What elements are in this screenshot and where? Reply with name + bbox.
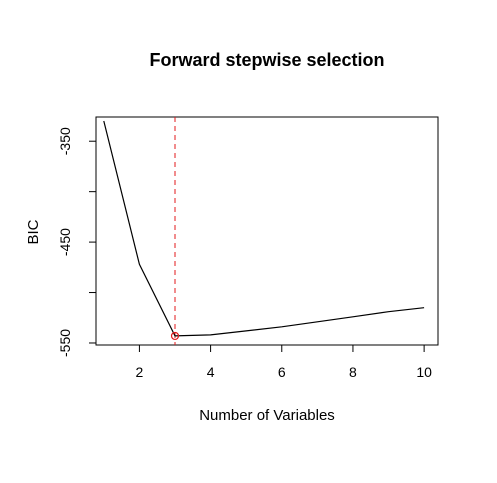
axes: 2 4 6 8 10 -550 -450 -350 — [57, 127, 432, 380]
series-line — [103, 120, 425, 337]
chart-title: Forward stepwise selection — [149, 50, 384, 70]
x-tick-label: 10 — [416, 364, 432, 380]
y-tick-label: -350 — [57, 127, 73, 155]
y-tick-label: -550 — [57, 329, 73, 357]
y-axis-label: BIC — [25, 219, 42, 244]
x-tick-label: 2 — [136, 364, 144, 380]
x-tick-label: 6 — [278, 364, 286, 380]
data-layer — [103, 117, 425, 345]
x-axis-label: Number of Variables — [199, 407, 335, 424]
plot-frame — [95, 116, 439, 346]
x-tick-label: 8 — [349, 364, 357, 380]
x-tick-label: 4 — [207, 364, 215, 380]
y-tick-label: -450 — [57, 228, 73, 256]
highlight-point — [170, 331, 180, 341]
